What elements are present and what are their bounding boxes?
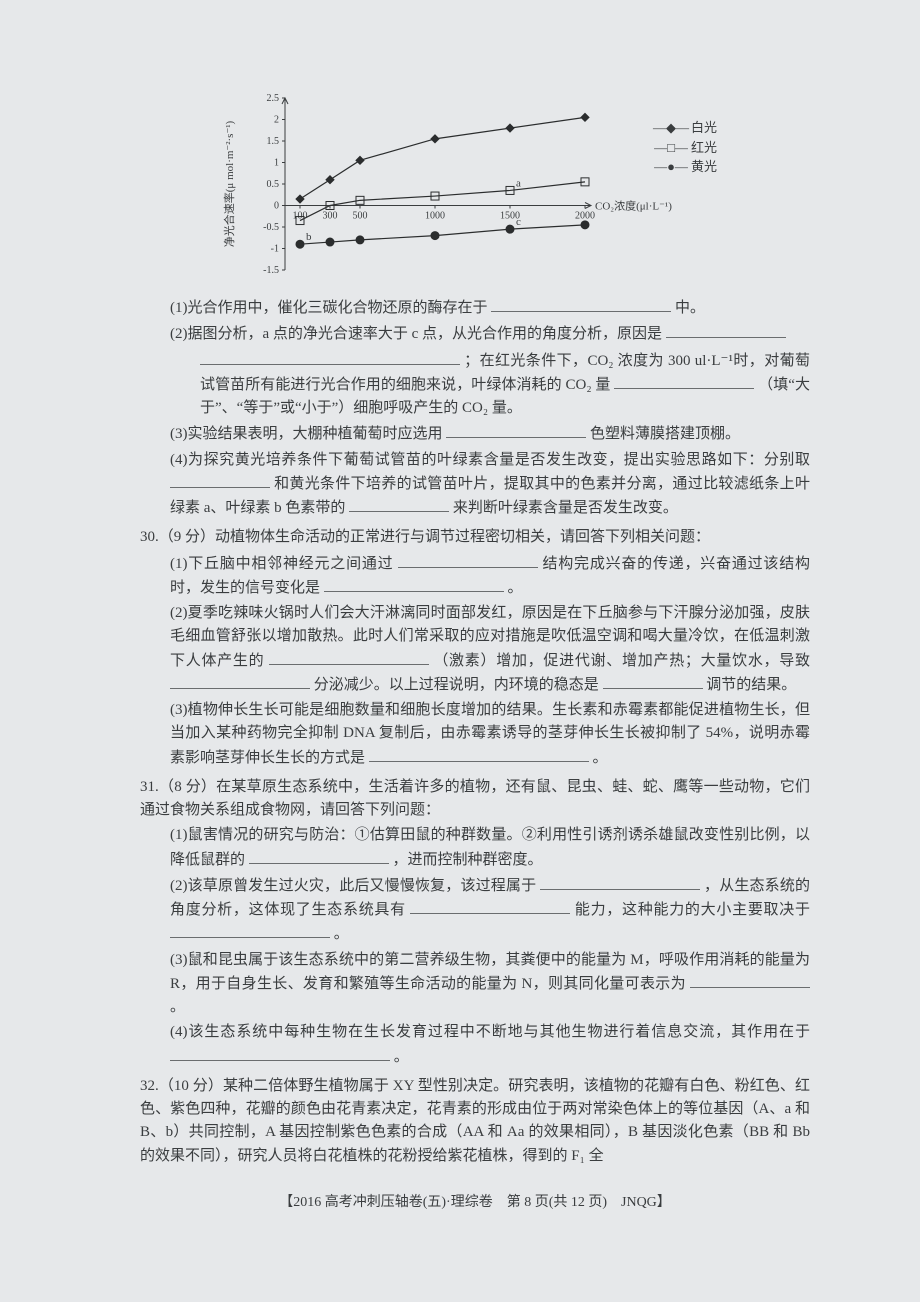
blank <box>269 649 429 665</box>
q29-1: (1)光合作用中，催化三碳化合物还原的酶存在于 中。 <box>140 296 810 320</box>
blank <box>170 472 270 488</box>
blank <box>614 373 754 389</box>
legend-mark-white: —◆— <box>657 118 685 138</box>
legend-dash: — <box>653 118 666 138</box>
q31-4: (4)该生态系统中每种生物在生长发育过程中不断地与其他生物进行着信息交流，其作用… <box>140 1021 810 1069</box>
legend-white: —◆— 白光 <box>657 118 717 138</box>
q31-3: (3)鼠和昆虫属于该生态系统中的第二营养级生物，其粪便中的能量为 M，呼吸作用消… <box>140 949 810 1020</box>
page-footer: 【2016 高考冲刺压轴卷(五)·理综卷 第 8 页(共 12 页) JNQG】 <box>140 1192 810 1214</box>
q30-2: (2)夏季吃辣味火锅时人们会大汗淋漓同时面部发红，原因是在下丘脑参与下汗腺分泌加… <box>140 602 810 697</box>
blank <box>324 576 504 592</box>
q29: (1)光合作用中，催化三碳化合物还原的酶存在于 中。 (2)据图分析，a 点的净… <box>140 296 810 520</box>
blank <box>540 874 700 890</box>
svg-text:1000: 1000 <box>425 211 445 222</box>
svg-text:2: 2 <box>274 115 279 126</box>
blank <box>446 422 586 438</box>
svg-text:500: 500 <box>353 211 368 222</box>
q29-3: (3)实验结果表明，大棚种植葡萄时应选用 色塑料薄膜搭建顶棚。 <box>140 422 810 446</box>
q32-head: 32.（10 分）某种二倍体野生植物属于 XY 型性别决定。研究表明，该植物的花… <box>140 1075 810 1168</box>
blank <box>200 349 460 365</box>
svg-text:CO₂浓度(μl·L⁻¹): CO₂浓度(μl·L⁻¹) <box>595 199 672 213</box>
blank <box>349 496 449 512</box>
blank <box>603 673 703 689</box>
blank <box>170 1045 390 1061</box>
q29-4: (4)为探究黄光培养条件下葡萄试管苗的叶绿素含量是否发生改变，提出实验思路如下：… <box>140 449 810 521</box>
q29-2-line2: ；在红光条件下，CO₂ 浓度为 300 ul·L⁻¹时，对葡萄试管苗所有能进行光… <box>140 349 810 421</box>
chart-legend: —◆— 白光 —□— 红光 —●— 黄光 <box>657 118 717 177</box>
svg-text:-0.5: -0.5 <box>263 222 279 233</box>
svg-text:-1.5: -1.5 <box>263 265 279 276</box>
svg-text:b: b <box>306 231 312 243</box>
svg-text:c: c <box>516 216 521 228</box>
svg-text:a: a <box>516 177 521 189</box>
q30: 30.（9 分）动植物体生命活动的正常进行与调节过程密切相关，请回答下列相关问题… <box>140 526 810 770</box>
svg-text:2000: 2000 <box>575 211 595 222</box>
q31: 31.（8 分）在某草原生态系统中，生活着许多的植物，还有鼠、昆虫、蛙、蛇、鹰等… <box>140 776 810 1069</box>
svg-text:0.5: 0.5 <box>267 179 280 190</box>
blank <box>410 898 570 914</box>
q31-2: (2)该草原曾发生过火灾，此后又慢慢恢复，该过程属于 ，从生态系统的角度分析，这… <box>140 874 810 947</box>
svg-text:1: 1 <box>274 158 279 169</box>
svg-text:净光合速率(μ mol·m⁻²·s⁻¹): 净光合速率(μ mol·m⁻²·s⁻¹) <box>222 120 236 247</box>
blank <box>666 322 786 338</box>
svg-text:1.5: 1.5 <box>267 136 280 147</box>
svg-text:2.5: 2.5 <box>267 93 280 104</box>
q30-3: (3)植物伸长生长可能是细胞数量和细胞长度增加的结果。生长素和赤霉素都能促进植物… <box>140 699 810 770</box>
svg-text:-1: -1 <box>271 244 279 255</box>
q31-head: 31.（8 分）在某草原生态系统中，生活着许多的植物，还有鼠、昆虫、蛙、蛇、鹰等… <box>140 776 810 823</box>
legend-mark-yellow: —●— <box>657 157 685 177</box>
q30-1: (1)下丘脑中相邻神经元之间通过 结构完成兴奋的传递，兴奋通过该结构时，发生的信… <box>140 552 810 601</box>
q32: 32.（10 分）某种二倍体野生植物属于 XY 型性别决定。研究表明，该植物的花… <box>140 1075 810 1168</box>
legend-label-white: 白光 <box>691 118 717 138</box>
legend-red: —□— 红光 <box>657 138 717 158</box>
blank <box>170 922 330 938</box>
legend-label-red: 红光 <box>691 138 717 158</box>
q29-2-line1: (2)据图分析，a 点的净光合速率大于 c 点，从光合作用的角度分析，原因是 <box>140 322 810 346</box>
svg-text:100: 100 <box>293 211 308 222</box>
svg-text:0: 0 <box>274 201 279 212</box>
q30-head: 30.（9 分）动植物体生命活动的正常进行与调节过程密切相关，请回答下列相关问题… <box>140 526 810 549</box>
blank <box>491 296 671 312</box>
chart-net-photosynthesis: -1.5-1-0.500.511.522.5100300500100015002… <box>215 90 735 290</box>
blank <box>170 673 310 689</box>
blank <box>249 848 389 864</box>
q31-1: (1)鼠害情况的研究与防治：①估算田鼠的种群数量。②利用性引诱剂诱杀雄鼠改变性别… <box>140 824 810 872</box>
svg-text:300: 300 <box>323 211 338 222</box>
exam-page: -1.5-1-0.500.511.522.5100300500100015002… <box>0 0 920 1302</box>
blank <box>369 746 589 762</box>
legend-label-yellow: 黄光 <box>691 157 717 177</box>
legend-mark-red: —□— <box>657 138 685 158</box>
blank <box>398 552 538 568</box>
blank <box>690 972 810 988</box>
legend-dash: — <box>676 118 689 138</box>
legend-yellow: —●— 黄光 <box>657 157 717 177</box>
